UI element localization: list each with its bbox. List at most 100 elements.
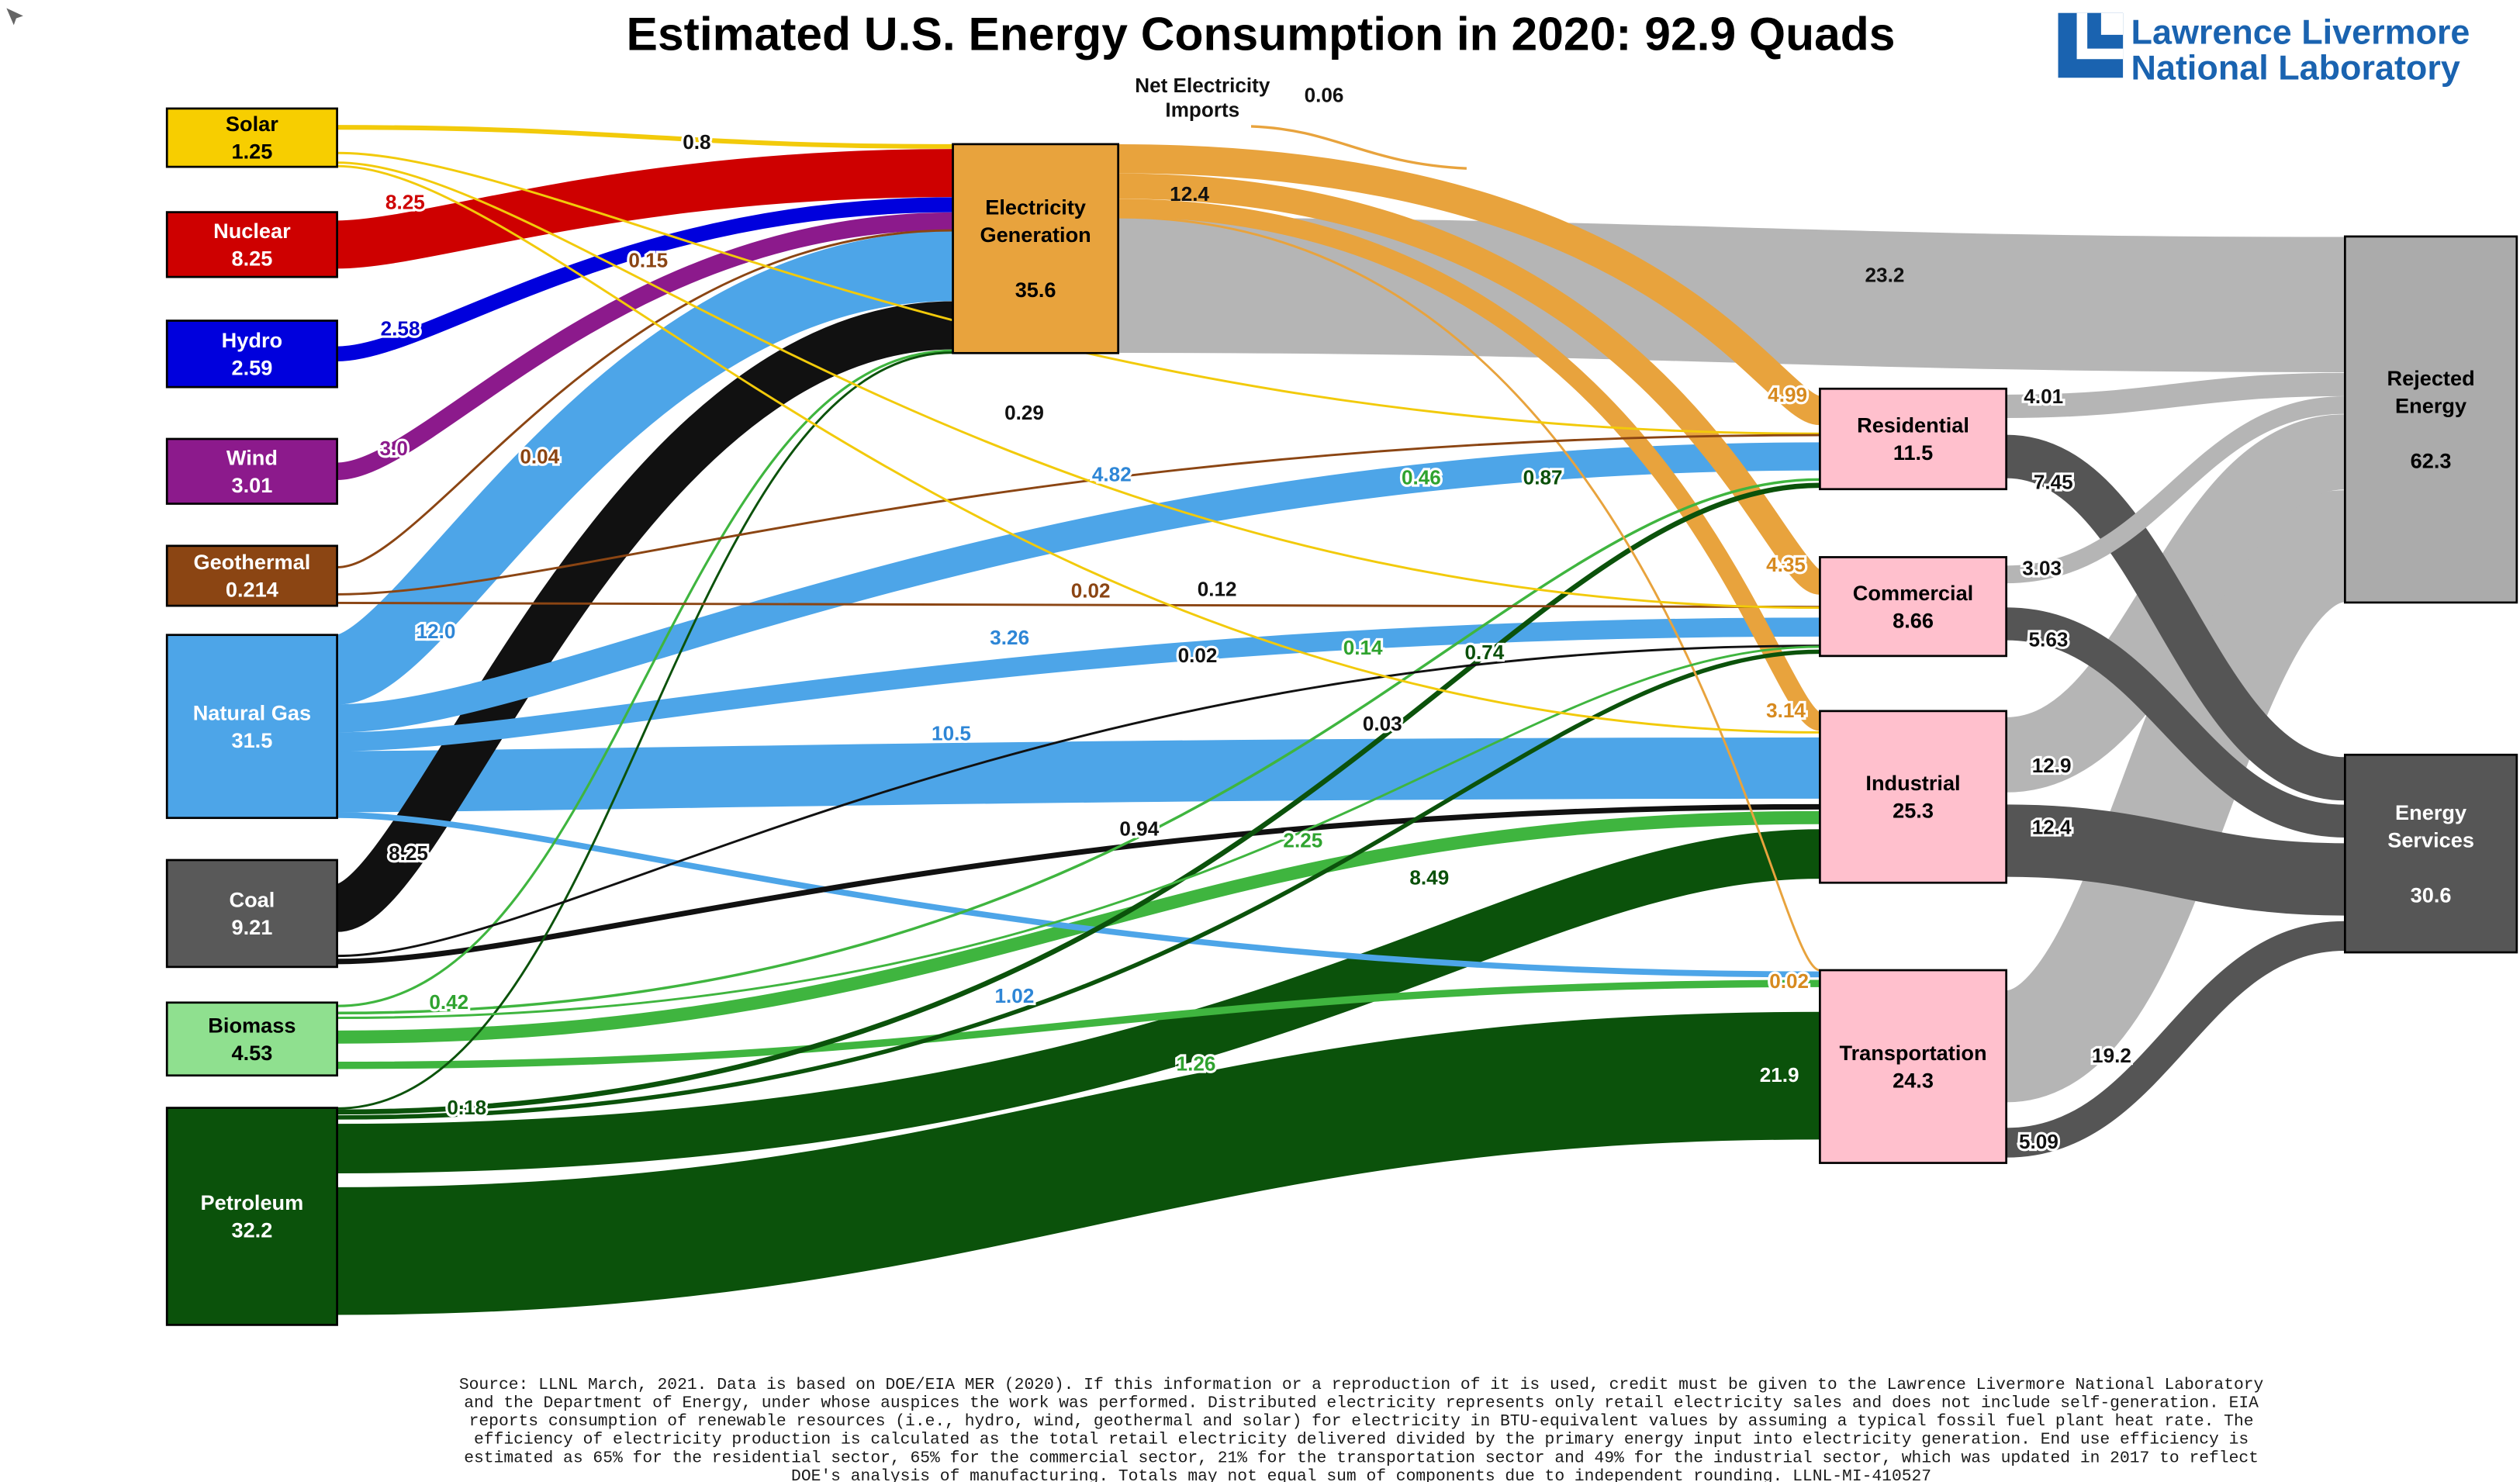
flow-commercial-rejected (2006, 396, 2345, 584)
flow-label: 0.02 (1071, 579, 1111, 603)
flow-label: 0.29 (1004, 401, 1044, 424)
node-value-commercial: 8.66 (1893, 608, 1934, 632)
node-label-electricity: Electricity (985, 195, 1086, 219)
node-value-geothermal: 0.214 (226, 578, 278, 602)
footer-line: reports consumption of renewable resourc… (469, 1412, 2254, 1431)
cursor-artifact (6, 8, 23, 26)
node-label-transportation: Transportation (1840, 1041, 1987, 1065)
flow-label: 4.01 (2024, 385, 2063, 408)
flow-petroleum-residential (337, 482, 1820, 1115)
flow-commercial-services (2006, 607, 2345, 838)
flow-electricity-rejected (1118, 217, 2345, 372)
node-rejected: Rejected Energy 62.3 (2343, 235, 2518, 604)
flow-solar-residential (337, 151, 1820, 435)
flow-label: 0.14 (1343, 636, 1383, 659)
flows-layer (333, 125, 2351, 1315)
flow-label: 1.26 (1177, 1052, 1216, 1076)
node-value-biomass: 4.53 (231, 1041, 272, 1065)
node-label-wind: Wind (226, 445, 278, 469)
node-hydro: Hydro 2.59 (165, 320, 338, 389)
flow-biomass-transportation (337, 979, 1820, 1069)
flow-biomass-residential (337, 478, 1820, 1015)
flow-label: 5.63 (2029, 627, 2069, 651)
node-value-natural-gas: 31.5 (231, 728, 272, 752)
node-value-transportation: 24.3 (1893, 1068, 1934, 1092)
flow-natural-gas-transportation (337, 812, 1820, 978)
flow-geothermal-electricity (337, 229, 953, 568)
flow-label: 19.2 (2092, 1044, 2131, 1067)
flow-label: 0.02 (1178, 644, 1218, 667)
flow-label: 23.2 (1865, 263, 1905, 286)
node-petroleum: Petroleum 32.2 (165, 1107, 338, 1326)
flow-natural-gas-industrial (337, 737, 1820, 813)
node-value-wind: 3.01 (231, 473, 272, 497)
flow-label: 3.0 (380, 437, 408, 460)
node-natural-gas: Natural Gas 31.5 (165, 634, 338, 820)
llnl-logo-text-line2: National Laboratory (2131, 47, 2460, 87)
node-commercial: Commercial 8.66 (1819, 556, 2008, 658)
flow-label: 4.82 (1092, 462, 1132, 485)
flow-label: 7.45 (2034, 471, 2073, 494)
flow-label: 2.58 (381, 316, 420, 340)
llnl-logo: Lawrence Livermore National Laboratory (2058, 12, 2470, 87)
footer-line: estimated as 65% for the residential sec… (464, 1449, 2259, 1467)
flow-coal-electricity (333, 301, 953, 932)
node-value-petroleum: 32.2 (231, 1218, 272, 1242)
flow-transportation-rejected (2000, 490, 2351, 1103)
page-title: Estimated U.S. Energy Consumption in 202… (627, 8, 1896, 60)
flow-nuclear-electricity (337, 149, 953, 269)
node-value-solar: 1.25 (231, 140, 272, 164)
node-label-biomass: Biomass (208, 1013, 296, 1037)
flow-label: 0.03 (1363, 712, 1402, 735)
node-industrial: Industrial 25.3 (1819, 710, 2008, 884)
flow-coal-industrial (337, 803, 1820, 965)
node-nuclear: Nuclear 8.25 (165, 211, 338, 278)
footer-source-text: Source: LLNL March, 2021. Data is based … (459, 1376, 2264, 1482)
flow-label: 0.46 (1402, 465, 1441, 489)
flow-label: Net Electricity (1135, 74, 1270, 97)
flow-label: 2.25 (1283, 828, 1322, 852)
flow-label: 8.25 (389, 841, 428, 865)
flow-hydro-electricity (337, 197, 953, 362)
node-label-commercial: Commercial (1853, 581, 1973, 605)
node-value-coal: 9.21 (231, 915, 272, 939)
flow-transportation-services (2006, 921, 2345, 1158)
node-label-rejected: Rejected (2387, 366, 2475, 390)
node-value-industrial: 25.3 (1893, 799, 1934, 823)
node-label-services: Energy (2395, 800, 2466, 824)
node-value-electricity: 35.6 (1015, 278, 1056, 302)
flow-coal-commercial (337, 644, 1820, 958)
flow-label: 0.18 (447, 1096, 486, 1119)
node-value-services: 30.6 (2411, 883, 2452, 907)
flow-petroleum-electricity (337, 351, 953, 1110)
flow-label: 0.04 (520, 444, 559, 468)
flow-residential-rejected (2006, 372, 2345, 418)
flow-label: 10.5 (932, 721, 971, 744)
flow-label: 4.99 (1768, 383, 1807, 406)
node-label-industrial: Industrial (1865, 771, 1960, 795)
node-label-hydro: Hydro (222, 328, 282, 352)
flow-label: 0.42 (429, 990, 468, 1014)
flow-geothermal-commercial (337, 601, 1820, 609)
flow-label: Imports (1165, 98, 1239, 121)
flow-biomass-commercial (337, 645, 1820, 1019)
flow-label: 0.87 (1523, 465, 1563, 489)
flow-natural-gas-commercial (337, 617, 1820, 751)
flow-wind-electricity (336, 212, 953, 481)
node-label-rejected: Energy (2395, 394, 2466, 418)
flow-label: 3.26 (990, 626, 1029, 649)
node-wind: Wind 3.01 (165, 437, 338, 505)
node-label-geothermal: Geothermal (193, 550, 310, 574)
node-label-electricity: Generation (980, 223, 1091, 247)
flow-residential-services (2005, 434, 2346, 801)
flow-petroleum-commercial (337, 649, 1820, 1120)
node-label-services: Services (2387, 827, 2474, 852)
llnl-logo-mark (2058, 12, 2124, 78)
footer-line: Source: LLNL March, 2021. Data is based … (459, 1376, 2264, 1394)
flow-label: 5.09 (2019, 1130, 2059, 1153)
node-residential: Residential 11.5 (1819, 387, 2008, 491)
nodes-layer: Solar 1.25 Nuclear 8.25 Hydro 2.59 Wind 3.01 Geo… (165, 107, 2518, 1326)
flow-net-electricity-imports-electricity (1250, 125, 1467, 170)
